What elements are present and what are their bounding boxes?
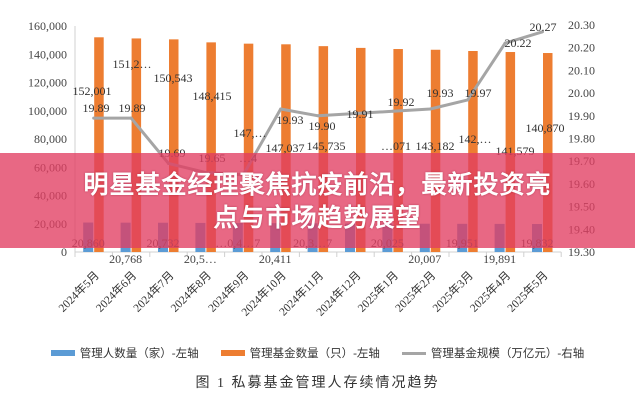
data-label-funds: 148,415 — [193, 89, 232, 103]
data-label-managers: 20,768 — [109, 252, 142, 266]
bar-funds — [505, 52, 516, 253]
data-label-scale: 19.89 — [83, 101, 110, 115]
left-axis-tick-label: 100,000 — [28, 104, 67, 118]
bar-funds — [281, 44, 291, 252]
legend: 管理人数量（家）-左轴 管理基金数量（只）-左轴 管理基金规模（万亿元）-右轴 — [0, 345, 635, 361]
bar-funds — [393, 49, 403, 253]
line-point — [391, 109, 395, 113]
figure-caption: 图 1 私募基金管理人存续情况趋势 — [195, 376, 440, 391]
data-label-funds: 147,… — [234, 126, 267, 140]
legend-label: 管理基金数量（只）-左轴 — [249, 348, 380, 360]
line-point — [92, 116, 96, 120]
right-axis-tick-label: 20.20 — [568, 41, 595, 55]
legend-swatch-blue — [50, 350, 75, 356]
left-axis-tick-label: 120,000 — [28, 76, 67, 90]
data-label-funds: 147,037 — [266, 141, 305, 155]
line-point — [354, 112, 357, 116]
bar-funds — [131, 38, 142, 253]
legend-item-managers: 管理人数量（家）-左轴 — [50, 345, 199, 361]
data-label-funds: 151,2… — [113, 57, 152, 71]
banner-title-line-2: 点与市场趋势展望 — [213, 202, 422, 232]
data-label-scale: 19.91 — [347, 107, 374, 121]
data-label-scale: 19.90 — [309, 119, 336, 133]
bar-funds — [206, 42, 216, 252]
data-label-scale: 19.92 — [388, 95, 415, 109]
line-point — [279, 107, 283, 111]
right-axis-tick-label: 20.00 — [568, 86, 595, 100]
right-axis-tick-label: 19.30 — [568, 245, 595, 259]
legend-label: 管理基金规模（万亿元）-右轴 — [430, 348, 585, 360]
data-label-funds: 140,870 — [526, 121, 565, 135]
bar-funds — [430, 49, 441, 252]
data-label-scale: 20.27 — [530, 20, 557, 34]
data-label-funds: …071 — [381, 139, 411, 153]
data-label-managers: 20,007 — [408, 252, 441, 266]
line-point — [466, 98, 470, 102]
left-axis-tick-label: 140,000 — [28, 47, 67, 61]
line-point — [541, 30, 544, 34]
left-axis-tick-label: 160,000 — [28, 19, 67, 33]
bar-funds — [356, 47, 366, 252]
bar-funds — [318, 46, 329, 253]
title-banner: 明星基金经理聚焦抗疫前沿，最新投资亮 点与市场趋势展望 — [0, 153, 635, 248]
right-axis-tick-label: 19.90 — [568, 109, 595, 123]
line-point — [503, 41, 507, 45]
data-label-managers: 20,411 — [259, 252, 292, 266]
legend-swatch-orange — [220, 350, 245, 356]
data-label-funds: 145,735 — [307, 139, 346, 153]
data-label-managers: 19,891 — [483, 252, 516, 266]
legend-item-funds: 管理基金数量（只）-左轴 — [220, 345, 380, 361]
left-axis-tick-label: 80,000 — [34, 132, 67, 146]
data-label-funds: 142,… — [459, 132, 492, 146]
right-axis-tick-label: 20.30 — [568, 18, 595, 32]
bar-funds — [94, 37, 104, 253]
bar-funds — [468, 51, 478, 252]
data-label-scale: 20.22 — [505, 36, 532, 50]
legend-item-scale: 管理基金规模（万亿元）-右轴 — [401, 345, 585, 361]
line-point — [129, 116, 133, 120]
x-axis-category-label: 2025年5月 — [504, 268, 550, 314]
legend-label: 管理人数量（家）-左轴 — [79, 348, 199, 360]
data-label-scale: 19.93 — [277, 113, 304, 127]
bar-funds — [543, 53, 553, 253]
data-label-managers: 20,5… — [184, 252, 217, 266]
data-label-funds: 143,182 — [416, 139, 455, 153]
data-label-funds: 152,001 — [73, 84, 112, 98]
data-label-scale: 19.93 — [427, 86, 454, 100]
line-point — [428, 107, 432, 111]
right-axis-tick-label: 20.10 — [568, 63, 595, 77]
data-label-scale: 19.89 — [119, 101, 146, 115]
left-axis-tick-label: 0 — [61, 245, 67, 259]
line-point — [316, 114, 320, 118]
legend-swatch-gray-line — [401, 351, 426, 355]
bar-funds — [243, 43, 254, 252]
banner-title-line-1: 明星基金经理聚焦抗疫前沿，最新投资亮 — [83, 169, 552, 199]
bar-funds — [169, 39, 179, 252]
right-axis-tick-label: 19.80 — [568, 132, 595, 146]
data-label-scale: 19.97 — [465, 86, 492, 100]
data-label-funds: 150,543 — [154, 71, 193, 85]
